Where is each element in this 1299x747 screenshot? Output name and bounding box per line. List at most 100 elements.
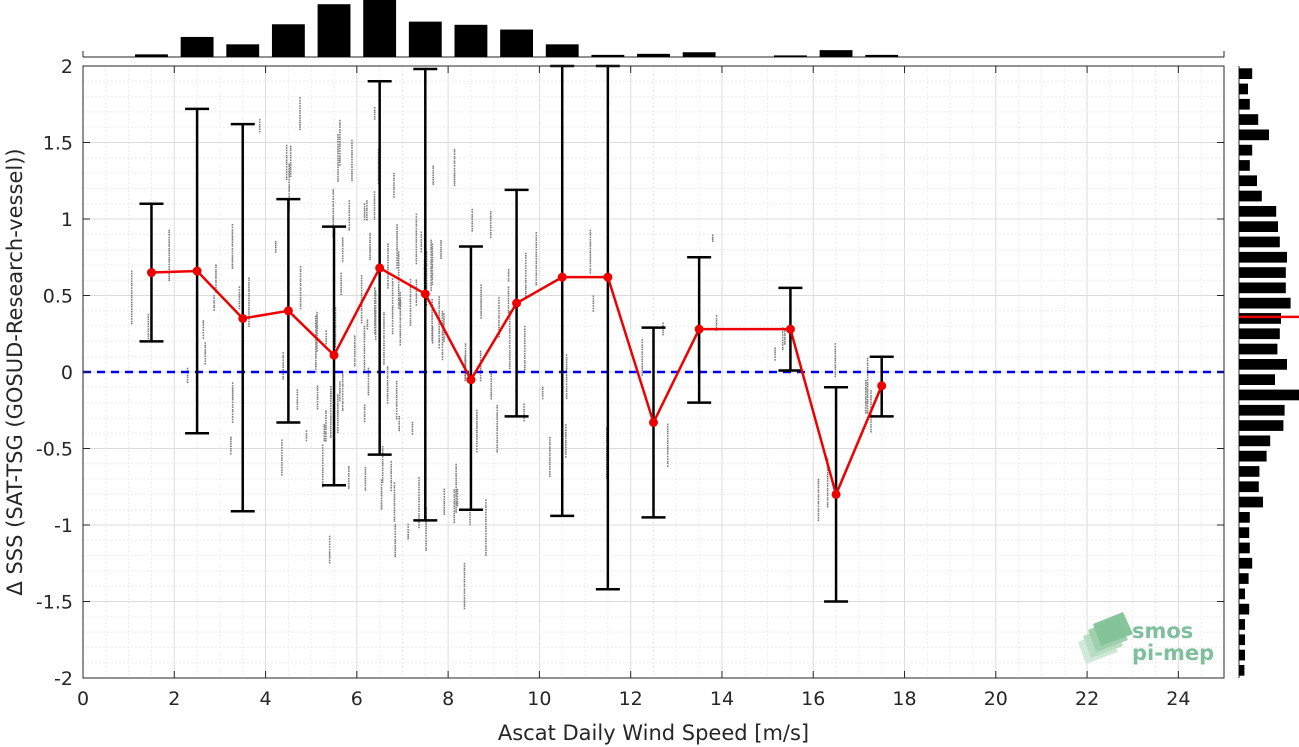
scatter-point xyxy=(168,277,170,280)
scatter-point xyxy=(351,168,353,171)
scatter-point xyxy=(367,387,370,390)
scatter-point xyxy=(394,535,397,538)
scatter-point xyxy=(496,429,499,432)
scatter-point xyxy=(390,475,393,477)
scatter-point xyxy=(508,367,511,370)
scatter-point xyxy=(366,327,369,330)
scatter-point xyxy=(507,302,510,305)
scatter-point xyxy=(299,105,301,107)
scatter-point xyxy=(425,258,428,260)
scatter-point xyxy=(817,491,820,493)
scatter-point xyxy=(289,175,292,178)
scatter-point xyxy=(337,146,339,148)
scatter-point xyxy=(396,259,398,262)
scatter-point xyxy=(231,229,234,231)
scatter-point xyxy=(282,366,284,368)
scatter-point xyxy=(337,148,339,150)
scatter-point xyxy=(508,325,511,328)
scatter-point xyxy=(565,446,567,449)
scatter-point xyxy=(431,341,434,344)
scatter-point xyxy=(360,309,363,312)
scatter-point xyxy=(490,393,493,396)
scatter-point xyxy=(334,312,337,314)
scatter-point xyxy=(826,485,829,487)
scatter-point xyxy=(565,395,568,397)
scatter-point xyxy=(496,434,499,437)
scatter-point xyxy=(374,322,376,325)
scatter-point xyxy=(397,284,400,286)
scatter-point xyxy=(282,359,284,361)
axis-ticks xyxy=(82,65,1224,679)
scatter-point xyxy=(213,306,215,309)
scatter-point xyxy=(498,321,500,324)
scatter-point xyxy=(258,128,261,130)
scatter-point xyxy=(369,239,371,242)
scatter-point xyxy=(296,401,299,403)
scatter-point xyxy=(332,212,335,215)
scatter-point xyxy=(589,262,592,265)
scatter-point xyxy=(523,408,525,411)
scatter-point xyxy=(321,454,324,457)
scatter-point xyxy=(430,261,432,264)
scatter-point xyxy=(347,480,350,483)
scatter-point xyxy=(381,445,384,448)
right-histogram-bar xyxy=(1239,328,1280,340)
scatter-point xyxy=(549,443,551,446)
top-histogram xyxy=(82,0,1225,58)
scatter-point xyxy=(231,401,234,404)
scatter-point xyxy=(415,262,418,265)
scatter-point xyxy=(231,248,234,250)
x-tick-label: 6 xyxy=(351,688,363,710)
scatter-point xyxy=(341,237,344,240)
scatter-point xyxy=(364,471,367,473)
scatter-point xyxy=(231,231,234,233)
scatter-point xyxy=(374,297,376,299)
right-histogram-bar xyxy=(1239,374,1275,386)
scatter-point xyxy=(430,289,432,292)
scatter-point xyxy=(393,500,396,503)
scatter-point xyxy=(248,302,250,304)
scatter-point xyxy=(781,331,784,333)
scatter-point xyxy=(390,470,393,473)
scatter-point xyxy=(411,421,414,424)
scatter-point xyxy=(455,483,457,486)
scatter-point xyxy=(438,314,440,316)
scatter-point xyxy=(523,360,526,362)
scatter-point xyxy=(498,324,500,326)
scatter-point xyxy=(364,487,367,489)
scatter-point xyxy=(524,272,527,275)
scatter-point xyxy=(215,286,217,289)
scatter-point xyxy=(130,270,133,273)
scatter-point xyxy=(282,373,284,376)
scatter-point xyxy=(826,499,829,501)
scatter-point xyxy=(285,149,288,152)
scatter-point xyxy=(323,424,326,426)
scatter-point xyxy=(507,271,510,273)
scatter-point xyxy=(425,547,427,550)
scatter-point xyxy=(641,351,644,353)
scatter-point xyxy=(508,337,511,339)
right-histogram-bar xyxy=(1239,466,1260,477)
scatter-point xyxy=(524,281,527,284)
right-histogram-bar xyxy=(1239,282,1286,294)
top-histogram-bar xyxy=(865,54,899,57)
scatter-point xyxy=(865,412,867,414)
scatter-point xyxy=(485,499,487,501)
scatter-point xyxy=(339,126,341,128)
scatter-point xyxy=(834,357,837,360)
scatter-point xyxy=(381,448,384,450)
scatter-point xyxy=(430,239,432,242)
scatter-point xyxy=(396,249,398,252)
scatter-point xyxy=(480,284,482,287)
scatter-point xyxy=(391,325,394,327)
scatter-point xyxy=(288,186,291,188)
scatter-point xyxy=(325,414,327,417)
scatter-point xyxy=(360,294,363,297)
scatter-point xyxy=(463,592,466,594)
scatter-point xyxy=(476,448,478,450)
scatter-point xyxy=(323,437,326,440)
scatter-point xyxy=(339,133,341,136)
scatter-point xyxy=(373,218,376,221)
scatter-point xyxy=(391,328,394,330)
scatter-point xyxy=(248,308,250,311)
